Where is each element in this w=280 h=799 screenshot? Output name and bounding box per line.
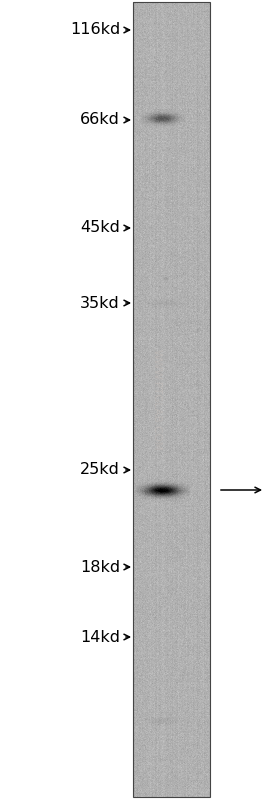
Text: 14kd: 14kd [80, 630, 120, 645]
Bar [133, 2, 210, 797]
Text: 116kd: 116kd [70, 22, 120, 38]
Text: WWW.PTGLAB.COM: WWW.PTGLAB.COM [151, 348, 162, 451]
Text: 45kd: 45kd [80, 221, 120, 236]
Text: 25kd: 25kd [80, 463, 120, 478]
Text: 35kd: 35kd [80, 296, 120, 311]
Text: 66kd: 66kd [80, 113, 120, 128]
Text: 18kd: 18kd [80, 559, 120, 574]
